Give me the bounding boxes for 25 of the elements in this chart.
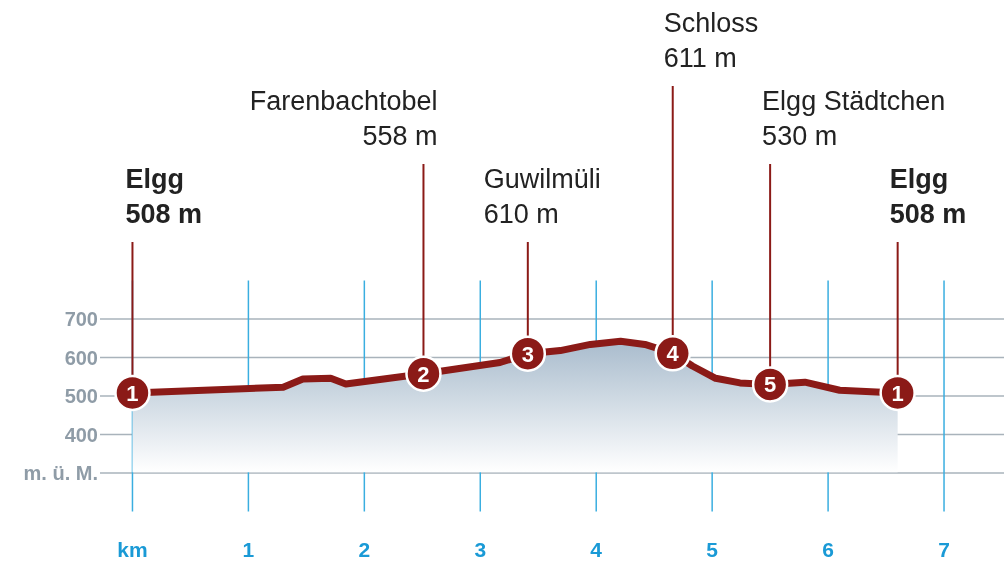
y-tick-label: 600: [64, 346, 98, 369]
annotation: Guwilmüli 610 m: [483, 164, 601, 229]
x-tick-label: km: [117, 538, 148, 562]
y-tick-label: 700: [64, 308, 98, 330]
annotation: 2: [417, 361, 430, 387]
x-tick-label: 7: [938, 538, 950, 562]
annotation: 1: [126, 380, 139, 406]
annotation: 5: [764, 372, 777, 398]
annotation: 4: [666, 341, 680, 367]
annotation: Elgg Städtchen 530 m: [762, 86, 946, 151]
x-tick-label: 6: [822, 538, 834, 562]
annotation: 3: [521, 341, 534, 367]
annotation: Elgg 508 m: [889, 164, 967, 229]
x-tick-label: 5: [706, 538, 719, 562]
x-tick-label: 4: [590, 538, 603, 562]
x-tick-label: 2: [358, 538, 371, 562]
annotation: 1: [891, 380, 904, 406]
y-tick-label: 500: [64, 385, 98, 407]
y-tick-label: 400: [64, 423, 98, 446]
y-tick-label: m. ü. M.: [23, 462, 98, 484]
x-tick-label: 3: [474, 538, 487, 562]
x-tick-label: 1: [242, 538, 255, 562]
annotation: Farenbachtobel 558 m: [249, 86, 438, 151]
annotation: Elgg 508 m: [125, 164, 203, 229]
annotation: Schloss 611 m: [663, 8, 759, 73]
